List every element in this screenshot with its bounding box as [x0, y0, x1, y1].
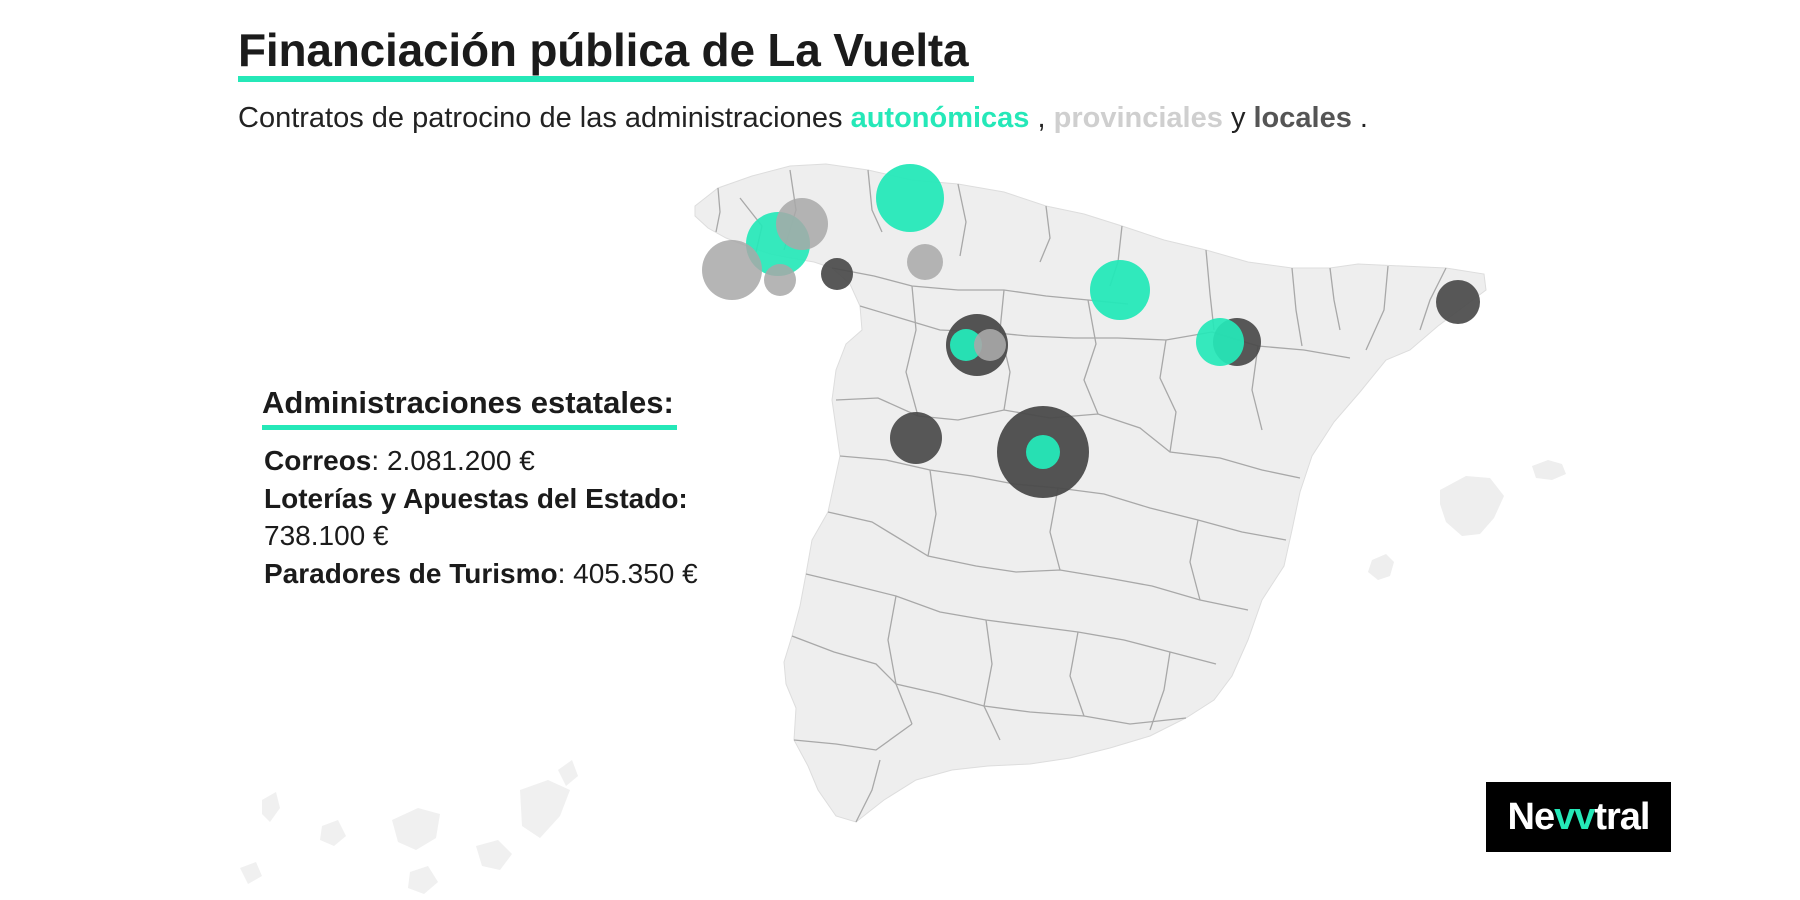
state-heading-underline	[262, 425, 677, 430]
bubble-catalunya-local	[1436, 280, 1480, 324]
island-canary-5	[520, 780, 570, 838]
page-title: Financiación pública de La Vuelta	[238, 24, 969, 76]
bubble-asturias-autonomica	[876, 164, 944, 232]
state-item-name: Loterías y Apuestas del Estado:	[264, 482, 688, 514]
island-canary-6	[558, 760, 578, 786]
subtitle-separator-y: y	[1230, 102, 1246, 134]
logo-part-3: tral	[1594, 795, 1650, 838]
bubble-salamanca-local	[890, 412, 942, 464]
island-menorca	[1532, 460, 1566, 480]
bubble-galicia-provincial-3	[764, 264, 796, 296]
island-canary-1	[262, 792, 280, 822]
state-item-loterias: Loterías y Apuestas del Estado: 738.100 …	[264, 480, 742, 555]
legend-autonomicas: autonómicas	[850, 102, 1030, 134]
spain-mainland	[694, 163, 1487, 823]
state-item-separator: :	[557, 557, 574, 589]
bubble-burgos-provincial	[974, 329, 1006, 361]
state-item-paradores: Paradores de Turismo: 405.350 €	[264, 555, 742, 593]
bubble-madrid-autonomica	[1026, 435, 1060, 469]
state-heading: Administraciones estatales:	[262, 385, 674, 420]
state-list: Correos: 2.081.200 € Loterías y Apuestas…	[262, 442, 742, 592]
legend-provinciales: provinciales	[1053, 102, 1223, 134]
sponsorship-bubbles	[702, 164, 1480, 498]
bubble-burgos-autonomica	[950, 329, 982, 361]
logo-wordmark: Nevvtral	[1507, 795, 1651, 839]
logo-checkmarks: vv	[1554, 795, 1595, 838]
island-ibiza	[1368, 554, 1394, 580]
subtitle: Contratos de patrocino de las administra…	[238, 100, 1368, 136]
island-mallorca	[1440, 476, 1504, 536]
island-canary-2	[320, 820, 346, 846]
subtitle-separator-comma: ,	[1037, 102, 1046, 134]
state-item-separator: :	[371, 445, 387, 476]
island-canary-3	[392, 808, 440, 850]
subtitle-prefix: Contratos de patrocino de las administra…	[238, 102, 843, 134]
state-item-name: Correos	[264, 445, 372, 476]
state-item-correos: Correos: 2.081.200 €	[264, 442, 742, 480]
bubble-galicia-provincial-2	[702, 240, 762, 300]
bubble-galicia-provincial-1	[776, 198, 828, 250]
bubble-galicia-local	[821, 258, 853, 290]
legend-locales: locales	[1253, 102, 1352, 134]
state-item-name: Paradores de Turismo	[264, 557, 558, 589]
bubble-aragon-autonomica	[1196, 318, 1244, 366]
state-item-value: 405.350 €	[573, 557, 698, 589]
province-borders	[715, 169, 1447, 823]
state-administrations-panel: Administraciones estatales: Correos: 2.0…	[262, 383, 742, 592]
newtral-logo: Nevvtral	[1486, 782, 1671, 852]
island-canary-4	[476, 840, 512, 870]
state-item-value: 2.081.200 €	[386, 445, 535, 476]
logo-part-1: Ne	[1507, 795, 1556, 838]
title-underline	[238, 76, 974, 82]
bubble-leon-provincial	[907, 244, 943, 280]
island-canary-7	[240, 862, 262, 884]
subtitle-end: .	[1359, 102, 1368, 134]
island-canary-8	[408, 866, 438, 894]
bubble-rioja-autonomica	[1090, 260, 1150, 320]
state-item-value: 738.100 €	[264, 520, 389, 551]
